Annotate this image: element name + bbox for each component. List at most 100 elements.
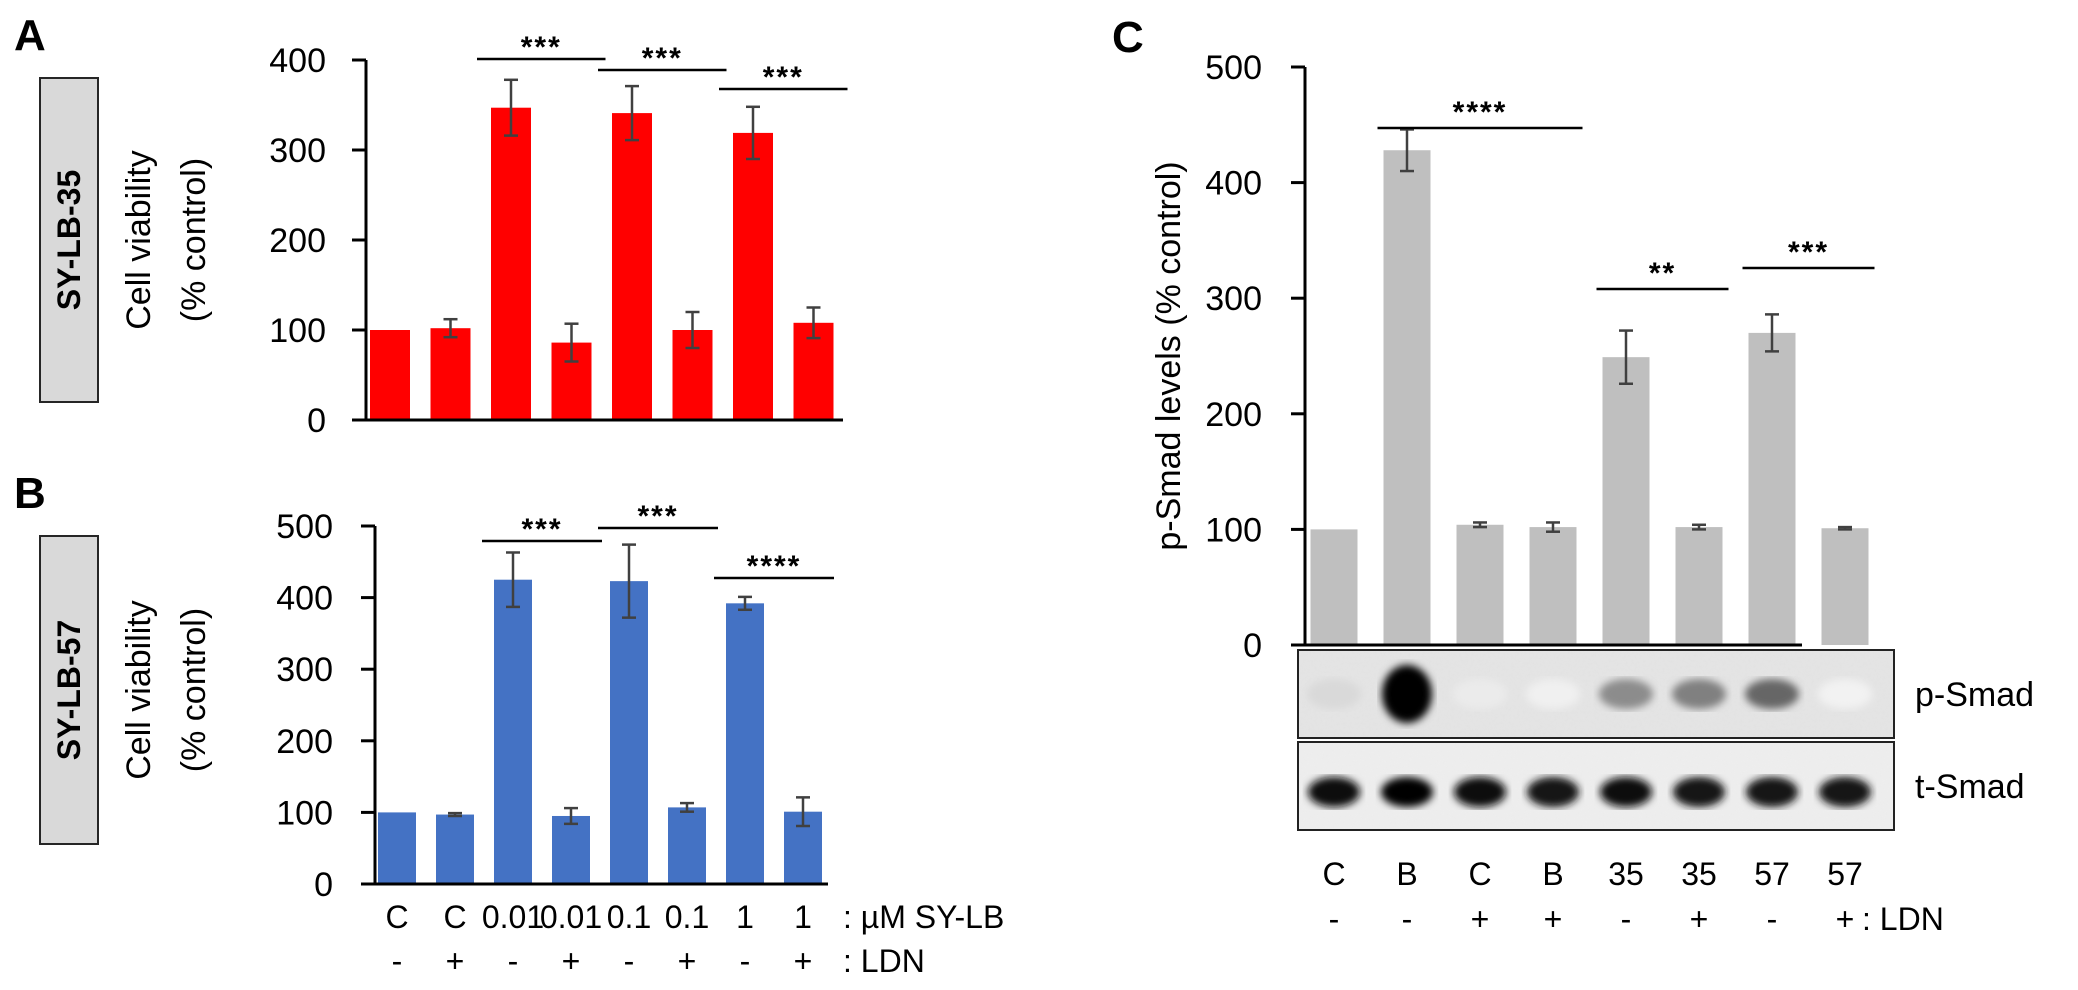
- bar: [1748, 332, 1796, 645]
- blot-band: [1526, 679, 1580, 709]
- compound-badge-a: SY-LB-35: [39, 77, 99, 403]
- chart-b: 0 100 200 300 400 500 Cell viability (% control…: [120, 500, 1004, 979]
- bar: [610, 581, 648, 884]
- x-category-label: +: [1836, 901, 1855, 937]
- blot-band: [1454, 777, 1506, 807]
- y-tick-label: 0: [1243, 627, 1262, 665]
- y-tick-label: 100: [269, 312, 326, 350]
- bar: [1529, 527, 1577, 645]
- y-tick-label: 300: [1205, 280, 1262, 318]
- blot-label: p-Smad: [1915, 676, 2034, 714]
- x-category-label: 1: [794, 899, 812, 935]
- x-category-label: -: [508, 943, 519, 979]
- bar: [552, 815, 590, 884]
- y-tick-label: 100: [276, 794, 333, 832]
- x-category-label: -: [1621, 901, 1632, 937]
- compound-badge-a-label: SY-LB-35: [51, 170, 87, 310]
- significance-label: ***: [642, 42, 683, 75]
- bar: [726, 603, 764, 884]
- panel-letter-c: C: [1112, 13, 1144, 62]
- blot-band: [1819, 777, 1871, 807]
- y-tick-label: 300: [276, 651, 333, 689]
- bar: [1383, 150, 1431, 645]
- bar: [1821, 528, 1869, 645]
- blot-band: [1382, 665, 1432, 723]
- x-category-label: 57: [1827, 856, 1863, 892]
- compound-badge-b-label: SY-LB-57: [51, 620, 87, 760]
- x-category-label: +: [562, 943, 581, 979]
- bar: [1456, 524, 1504, 645]
- x-category-label: C: [443, 899, 466, 935]
- x-category-label: +: [1471, 901, 1490, 937]
- y-tick-label: 400: [269, 42, 326, 80]
- significance-label: ***: [521, 31, 562, 64]
- blot-strip-p-smad: [1297, 649, 1895, 739]
- significance-label: ***: [637, 500, 678, 533]
- chart-a: 0 100 200 300 400 Cell viability (% control) **…: [120, 31, 848, 440]
- significance-label: ***: [521, 513, 562, 546]
- bar: [370, 330, 410, 420]
- y-axis-title: p-Smad levels (% control): [1150, 161, 1188, 550]
- chart-c: 0 100 200 300 400 500 p-Smad levels (% control…: [1150, 49, 2034, 937]
- bar: [494, 579, 532, 884]
- blot-band: [1600, 777, 1652, 807]
- x-category-label: 1: [736, 899, 754, 935]
- x-category-label: 0.01: [540, 899, 602, 935]
- x-row-suffix: : LDN: [1862, 901, 1944, 937]
- blot-band: [1673, 777, 1725, 807]
- x-category-label: +: [794, 943, 813, 979]
- x-category-label: -: [1402, 901, 1413, 937]
- y-tick-label: 500: [1205, 49, 1262, 87]
- x-category-label: C: [1468, 856, 1491, 892]
- blot-band: [1307, 679, 1361, 709]
- panel-letter-a: A: [14, 11, 46, 60]
- y-tick-label: 500: [276, 508, 333, 546]
- x-category-label: B: [1396, 856, 1417, 892]
- x-category-label: B: [1542, 856, 1563, 892]
- x-row-suffix: : LDN: [843, 943, 925, 979]
- y-tick-label: 200: [269, 222, 326, 260]
- blot-band: [1453, 679, 1507, 709]
- blot-band: [1599, 679, 1653, 709]
- blot-border: [1297, 741, 1895, 831]
- blot-band: [1818, 679, 1872, 709]
- bar: [491, 107, 531, 420]
- significance-label: ****: [747, 550, 802, 583]
- blot-band: [1745, 679, 1799, 709]
- y-axis-title: (% control): [175, 608, 213, 772]
- significance-label: ****: [1453, 96, 1508, 129]
- y-tick-label: 0: [307, 402, 326, 440]
- blot-band: [1381, 777, 1433, 807]
- y-tick-label: 200: [276, 723, 333, 761]
- bar: [1602, 357, 1650, 645]
- x-category-label: 35: [1681, 856, 1717, 892]
- y-tick-label: 100: [1205, 511, 1262, 549]
- x-row-suffix: : µM SY-LB: [843, 899, 1004, 935]
- y-tick-label: 400: [1205, 165, 1262, 203]
- significance-label: ***: [1788, 236, 1829, 269]
- x-category-label: 35: [1608, 856, 1644, 892]
- blot-band: [1672, 679, 1726, 709]
- bar: [1675, 527, 1723, 645]
- bar: [378, 812, 416, 884]
- x-category-label: +: [678, 943, 697, 979]
- x-category-label: -: [1767, 901, 1778, 937]
- significance-label: **: [1649, 257, 1676, 290]
- y-tick-label: 200: [1205, 396, 1262, 434]
- blot-label: t-Smad: [1915, 768, 2025, 806]
- blot-border: [1297, 649, 1895, 739]
- bar: [1310, 529, 1358, 645]
- x-category-label: +: [1544, 901, 1563, 937]
- bar: [668, 807, 706, 884]
- bar: [612, 113, 652, 420]
- x-category-label: -: [1329, 901, 1340, 937]
- panel-letter-b: B: [14, 469, 46, 518]
- x-category-label: +: [1690, 901, 1709, 937]
- x-category-label: 0.1: [665, 899, 709, 935]
- blot-strip-t-smad: [1297, 741, 1895, 831]
- x-category-label: 0.01: [482, 899, 544, 935]
- y-tick-label: 400: [276, 580, 333, 618]
- y-axis-title: Cell viability: [120, 150, 158, 330]
- y-axis-title: Cell viability: [120, 600, 158, 780]
